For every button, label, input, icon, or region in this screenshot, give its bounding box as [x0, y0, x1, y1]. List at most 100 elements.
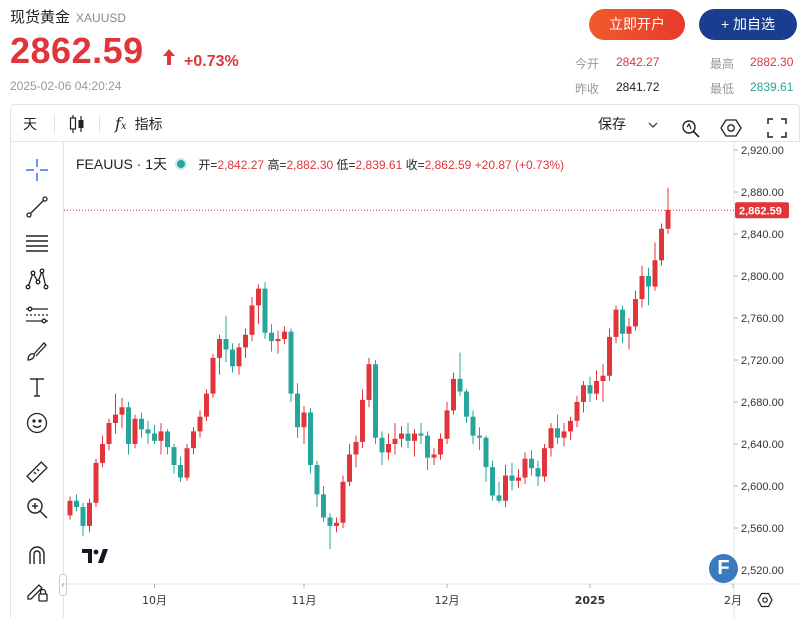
quick-search-icon[interactable] — [681, 114, 701, 138]
y-tick-label: 2,720.00 — [741, 355, 784, 367]
price-chart[interactable]: 2,920.00 2,880.00 2,840.00 2,800.00 2,760.00… — [64, 142, 800, 618]
candle-body — [139, 418, 144, 430]
candle-body — [639, 276, 645, 300]
instrument-name: 现货黄金 — [10, 9, 71, 26]
stat-prev-close-value: 2841.72 — [616, 80, 660, 94]
interval-selector[interactable]: 天 — [23, 116, 37, 132]
candle-body — [451, 378, 456, 411]
toolbar-divider — [99, 115, 100, 133]
candle-body — [477, 435, 482, 438]
candle-body — [652, 260, 658, 287]
candle-body — [561, 431, 567, 438]
quote-header: 现货黄金 XAUUSD 2862.59 +0.73% 2025-02-06 04:… — [0, 0, 810, 104]
price-change: +0.73% — [162, 48, 239, 71]
chart-area[interactable]: 2,920.00 2,880.00 2,840.00 2,800.00 2,760.00… — [64, 142, 800, 618]
fib-retracement-icon[interactable] — [23, 229, 51, 257]
stat-high-value: 2882.30 — [750, 55, 794, 69]
trend-line-icon[interactable] — [23, 193, 51, 221]
candle-body — [516, 477, 521, 481]
candle-body — [399, 433, 404, 439]
magnet-icon[interactable] — [23, 541, 51, 569]
candle-body — [158, 431, 164, 441]
x-tick-label: 12月 — [435, 594, 460, 607]
candle-body — [106, 423, 112, 444]
candle-body — [535, 468, 541, 477]
settings-gear-icon[interactable] — [720, 114, 742, 137]
candle-body — [379, 437, 385, 453]
pattern-icon[interactable] — [23, 265, 51, 293]
candle-body — [145, 429, 151, 434]
indicators-button[interactable]: fx 指标 — [115, 105, 163, 143]
stat-prev-close: 昨收 — [575, 80, 599, 97]
y-tick-label: 2,600.00 — [741, 481, 784, 493]
x-tick-label: 10月 — [142, 594, 167, 607]
legend-high: 2,882.30 — [286, 158, 334, 172]
candle-body — [392, 438, 398, 444]
axis-settings-icon[interactable] — [757, 592, 773, 608]
crosshair-icon[interactable] — [23, 156, 51, 184]
candle-body — [334, 522, 339, 526]
candle-body — [418, 433, 424, 436]
candle-body — [210, 357, 216, 394]
function-icon: fx — [115, 114, 127, 133]
drawing-tools-panel: ‹ — [10, 142, 67, 618]
watermark-logo — [80, 540, 110, 570]
projection-icon[interactable] — [23, 301, 51, 329]
change-percent: +0.73% — [184, 53, 239, 70]
candle-body — [613, 309, 619, 337]
candle-body — [568, 420, 573, 432]
candle-body — [262, 288, 268, 333]
candle-body — [256, 288, 261, 306]
y-tick-label: 2,640.00 — [741, 439, 784, 451]
text-tool-icon[interactable] — [23, 373, 51, 401]
legend-symbol: FEAUUS · 1天 — [76, 156, 168, 172]
candle-body — [93, 462, 99, 503]
candle-type-icon[interactable] — [69, 105, 85, 143]
y-tick-label: 2,560.00 — [741, 523, 784, 535]
ruler-icon[interactable] — [23, 458, 51, 486]
y-tick-label: 2,840.00 — [741, 229, 784, 241]
candle-body — [483, 437, 489, 468]
stat-high: 最高 — [710, 55, 734, 72]
candle-body — [119, 407, 125, 415]
y-tick-label: 2,880.00 — [741, 187, 784, 199]
candle-body — [152, 433, 157, 441]
fullscreen-icon[interactable] — [767, 114, 787, 138]
candle-body — [204, 393, 209, 417]
x-tick-label: 2025 — [575, 594, 606, 607]
stat-prev-close-label: 昨收 — [575, 82, 600, 96]
add-watchlist-button[interactable]: + 加自选 — [699, 9, 797, 40]
zoom-in-icon[interactable] — [23, 494, 51, 522]
candle-body — [412, 433, 417, 441]
candle-body — [431, 454, 437, 458]
emoji-icon[interactable] — [23, 409, 51, 437]
candle-body — [470, 416, 476, 436]
candle-body — [217, 339, 222, 358]
brush-icon[interactable] — [23, 337, 51, 365]
candle-body — [301, 412, 307, 428]
candle-body — [665, 209, 671, 229]
lock-drawing-icon[interactable] — [23, 577, 51, 605]
candle-body — [132, 418, 138, 444]
candle-body — [165, 431, 170, 448]
candle-body — [113, 414, 118, 423]
quote-timestamp: 2025-02-06 04:20:24 — [10, 79, 122, 93]
collapse-panel-handle[interactable]: ‹ — [59, 574, 67, 596]
candle-body — [353, 441, 359, 455]
y-tick-label: 2,680.00 — [741, 397, 784, 409]
stat-low: 最低 — [710, 80, 734, 97]
open-account-button[interactable]: 立即开户 — [589, 9, 685, 40]
candle-body — [594, 381, 599, 394]
instrument-symbol: XAUUSD — [76, 11, 127, 25]
save-button[interactable]: 保存 — [598, 105, 658, 143]
candle-body — [340, 481, 346, 523]
candle-body — [87, 502, 92, 526]
y-tick-label: 2,800.00 — [741, 271, 784, 283]
candle-body — [126, 407, 131, 444]
legend-close: 2,862.59 — [424, 158, 472, 172]
stat-open: 今开 — [575, 55, 599, 72]
candle-body — [288, 331, 294, 394]
stat-open-label: 今开 — [575, 57, 600, 71]
candle-body — [405, 433, 411, 441]
candle-body — [347, 454, 352, 482]
